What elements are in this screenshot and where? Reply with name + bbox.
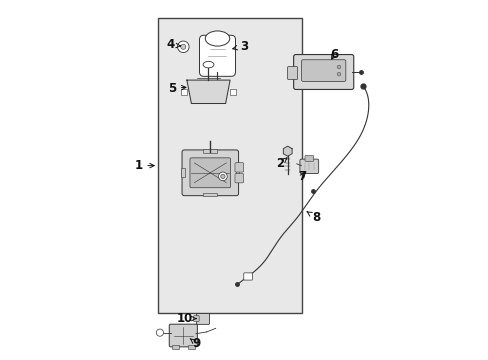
Text: 4: 4 (166, 39, 180, 51)
Text: 10: 10 (177, 312, 196, 325)
Bar (171, 345, 179, 349)
Polygon shape (283, 146, 291, 156)
FancyBboxPatch shape (301, 60, 345, 81)
FancyBboxPatch shape (287, 67, 297, 80)
Circle shape (156, 329, 163, 336)
FancyBboxPatch shape (299, 159, 318, 174)
Text: 8: 8 (306, 211, 320, 224)
FancyBboxPatch shape (293, 54, 353, 89)
Bar (181, 89, 186, 95)
Text: 1: 1 (134, 159, 154, 172)
FancyBboxPatch shape (196, 314, 209, 324)
Bar (187, 345, 194, 349)
Circle shape (220, 174, 224, 179)
Text: 2: 2 (275, 157, 286, 170)
FancyBboxPatch shape (305, 156, 313, 161)
FancyBboxPatch shape (182, 150, 238, 196)
Ellipse shape (205, 31, 229, 46)
Text: 3: 3 (232, 40, 247, 53)
Circle shape (181, 44, 185, 49)
Circle shape (337, 65, 340, 69)
Bar (230, 89, 235, 95)
Text: 9: 9 (190, 337, 201, 350)
Circle shape (177, 41, 189, 53)
Circle shape (218, 172, 227, 181)
FancyBboxPatch shape (189, 158, 230, 188)
FancyBboxPatch shape (169, 324, 197, 347)
Bar (235, 168, 239, 177)
Text: 7: 7 (297, 170, 305, 183)
Circle shape (337, 72, 340, 76)
FancyBboxPatch shape (234, 174, 243, 183)
Text: 5: 5 (167, 82, 185, 95)
Text: 6: 6 (330, 48, 338, 60)
Bar (181, 168, 184, 177)
FancyBboxPatch shape (199, 35, 235, 76)
FancyBboxPatch shape (244, 273, 252, 280)
Polygon shape (186, 80, 230, 104)
FancyBboxPatch shape (158, 18, 302, 313)
FancyBboxPatch shape (234, 163, 243, 172)
Bar (203, 193, 217, 197)
Ellipse shape (203, 61, 213, 68)
Bar (203, 149, 217, 153)
FancyBboxPatch shape (193, 316, 199, 321)
